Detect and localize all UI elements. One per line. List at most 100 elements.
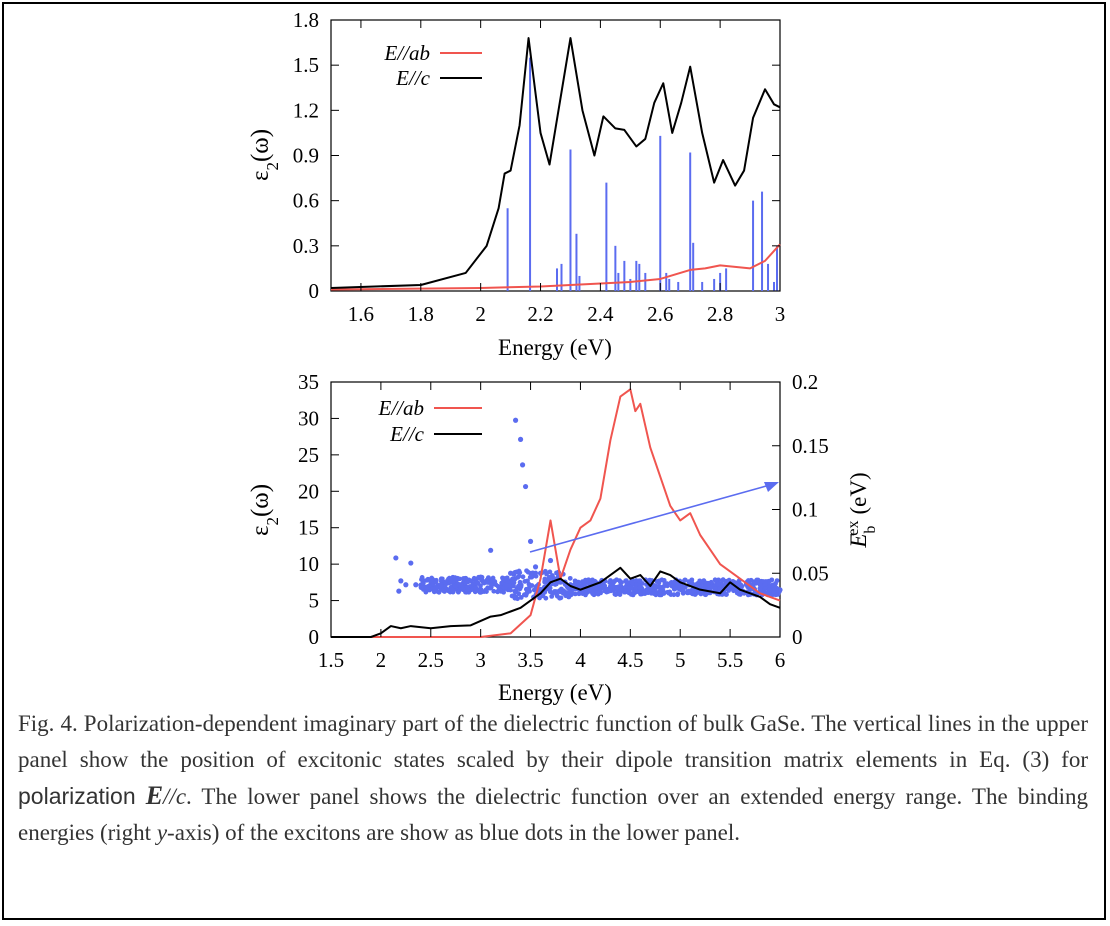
x-tick-label: 5.5 — [717, 648, 743, 672]
binding-dot — [516, 568, 522, 574]
binding-dot — [624, 580, 630, 586]
binding-dot — [515, 596, 520, 602]
figure-canvas: 1.6 1.8 2 2.2 2.4 2.6 2.8 3 0 0.3 0.6 0.9 1.2 1.5 1.8… — [247, 8, 879, 705]
binding-dot — [499, 580, 505, 586]
binding-dot — [677, 584, 683, 590]
y-tick-label: 25 — [298, 443, 319, 467]
binding-dot — [630, 580, 635, 586]
y-tick-label: 20 — [298, 479, 319, 503]
top-panel: 1.6 1.8 2 2.2 2.4 2.6 2.8 3 0 0.3 0.6 0.9 1.2 1.5 1.8… — [247, 8, 785, 360]
binding-dot — [572, 591, 578, 597]
binding-dot — [452, 575, 458, 581]
binding-dot — [609, 580, 615, 586]
binding-dot — [398, 578, 404, 584]
binding-dot — [656, 580, 662, 586]
binding-dot — [511, 583, 516, 589]
x-tick-label: 3 — [475, 648, 486, 672]
binding-dot — [522, 483, 529, 490]
binding-dot — [543, 595, 549, 601]
binding-dot — [766, 579, 772, 585]
binding-dot — [597, 589, 603, 594]
binding-dot — [556, 588, 562, 594]
binding-dot — [485, 579, 491, 585]
x-tick-label: 2.4 — [587, 302, 614, 326]
binding-dot — [436, 589, 442, 595]
bottom-arrow — [529, 482, 779, 553]
binding-dot — [566, 594, 571, 600]
binding-dot — [508, 570, 514, 576]
binding-dot — [472, 589, 478, 595]
binding-dot — [712, 586, 718, 592]
binding-dot — [520, 574, 526, 580]
x-tick-label: 2.5 — [418, 648, 444, 672]
bottom-series — [331, 388, 781, 638]
binding-dot — [723, 592, 729, 597]
binding-dot — [567, 575, 573, 581]
y-tick-label: 1.5 — [293, 53, 319, 77]
binding-dot — [675, 591, 681, 597]
top-x-axis-label: Energy (eV) — [498, 335, 612, 360]
binding-dot — [651, 591, 657, 596]
bottom-x-ticks: 1.5 2 2.5 3 3.5 4 4.5 5 5.5 6 — [318, 382, 785, 672]
x-tick-label: 2 — [475, 302, 486, 326]
series-line-eab — [331, 388, 781, 638]
y-tick-label: 0.6 — [293, 189, 319, 213]
binding-dot — [774, 578, 780, 584]
y-tick-label: 30 — [298, 406, 319, 430]
binding-dot — [648, 586, 654, 592]
binding-dot — [403, 582, 409, 588]
binding-dot — [671, 579, 677, 585]
binding-dot — [493, 582, 499, 588]
x-tick-label: 5 — [675, 648, 686, 672]
binding-dot — [759, 578, 764, 584]
binding-dot — [554, 581, 559, 587]
caption-polarization-word: polarization — [18, 783, 136, 809]
binding-dot — [689, 577, 695, 583]
binding-dot — [517, 436, 524, 442]
binding-dot — [636, 578, 642, 584]
binding-dot — [512, 570, 518, 575]
x-tick-label: 2.8 — [707, 302, 733, 326]
binding-dot — [568, 590, 574, 596]
series-line-ec — [330, 37, 781, 289]
binding-dot — [458, 582, 464, 588]
x-tick-label: 4.5 — [617, 648, 643, 672]
x-tick-label: 1.5 — [318, 648, 344, 672]
figure-caption: Fig. 4. Polarization-dependent imaginary… — [18, 706, 1088, 851]
binding-dot — [489, 582, 494, 588]
binding-dot — [551, 575, 556, 581]
binding-dot — [703, 592, 709, 598]
binding-dot — [424, 585, 430, 591]
binding-dot — [542, 577, 549, 583]
binding-dot — [546, 574, 552, 580]
x-tick-label: 1.6 — [348, 302, 374, 326]
y-tick-label: 1.8 — [293, 8, 319, 32]
binding-dot — [420, 580, 426, 586]
binding-dot — [413, 582, 419, 588]
binding-dot — [657, 584, 663, 590]
caption-polarization-E: E — [145, 781, 164, 810]
binding-dot — [777, 587, 783, 593]
binding-dot — [440, 588, 446, 594]
binding-dot — [547, 569, 553, 575]
binding-dot — [767, 587, 773, 593]
bottom-y-axis-label: ε2(ω) — [247, 484, 282, 536]
caption-part-1: Fig. 4. Polarization-dependent imaginary… — [18, 711, 1088, 772]
binding-dot — [706, 581, 711, 587]
top-y-ticks: 0 0.3 0.6 0.9 1.2 1.5 1.8 — [293, 8, 780, 303]
binding-dot — [524, 568, 529, 574]
caption-polarization-c: //c — [163, 784, 187, 809]
series-line-ec — [331, 566, 781, 638]
binding-dot — [597, 583, 604, 589]
binding-dot — [488, 547, 494, 553]
binding-dot — [519, 462, 526, 468]
binding-dot — [396, 588, 402, 594]
binding-dot — [478, 583, 483, 589]
binding-dot — [667, 589, 673, 595]
bottom-y-ticks: 0 5 10 15 20 25 30 35 — [298, 370, 339, 649]
bottom-binding-energy-dots — [393, 417, 783, 602]
y2-tick-label: 0.1 — [792, 498, 818, 522]
x-tick-label: 2.2 — [527, 302, 553, 326]
binding-dot — [773, 592, 779, 598]
binding-dot — [638, 591, 644, 597]
